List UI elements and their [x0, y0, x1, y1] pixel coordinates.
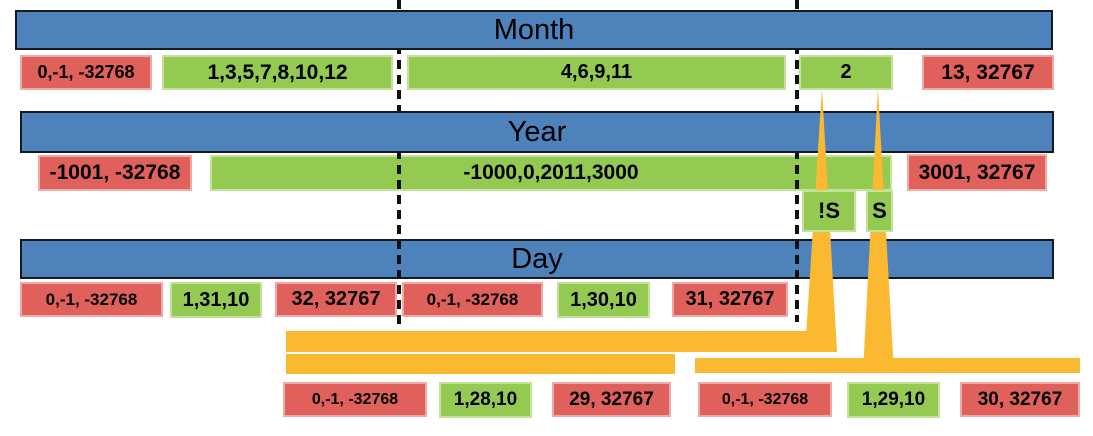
year-bar-label: Year: [507, 115, 567, 148]
partition-day31-valid: 1,31,10: [170, 282, 262, 318]
partition-day31-invalid-low: 0,-1, -32768: [20, 282, 163, 317]
partition-year-invalid-high: 3001, 32767: [907, 154, 1047, 191]
partition-day30-invalid-low: 0,-1, -32768: [402, 282, 543, 317]
partition-month-invalid-high: 13, 32767: [922, 55, 1054, 90]
dashed-divider-left: [397, 0, 401, 330]
partition-year-valid: -1000,0,2011,3000: [210, 155, 892, 191]
partition-month-30day-months: 4,6,9,11: [407, 55, 786, 90]
flag-leap-year: S: [866, 190, 893, 232]
month-bar: Month: [15, 10, 1053, 50]
partition-day30-valid: 1,30,10: [557, 282, 650, 318]
day-bar: Day: [20, 239, 1054, 279]
flag-not-leap-year: !S: [802, 190, 856, 232]
partition-feb29-valid: 1,29,10: [847, 382, 940, 418]
partition-feb28-invalid-high: 29, 32767: [552, 382, 671, 417]
flow-bar-feb28-upper: [286, 331, 836, 352]
partition-feb28-valid: 1,28,10: [439, 382, 532, 418]
month-bar-label: Month: [493, 13, 575, 46]
dashed-divider-right: [795, 0, 799, 322]
partition-month-invalid-low: 0,-1, -32768: [20, 55, 152, 90]
partition-year-invalid-low: -1001, -32768: [38, 155, 192, 191]
partition-day31-invalid-high: 32, 32767: [275, 282, 397, 317]
partition-feb28-invalid-low: 0,-1, -32768: [283, 382, 427, 417]
partition-feb29-invalid-low: 0,-1, -32768: [698, 382, 832, 417]
partition-month-31day-months: 1,3,5,7,8,10,12: [162, 55, 393, 90]
year-bar: Year: [20, 111, 1054, 153]
day-bar-label: Day: [511, 242, 563, 275]
partition-feb29-invalid-high: 30, 32767: [960, 382, 1080, 417]
partition-month-february: 2: [799, 55, 893, 90]
partition-day30-invalid-high: 31, 32767: [672, 282, 788, 317]
flow-bar-feb28-lower: [286, 354, 675, 374]
